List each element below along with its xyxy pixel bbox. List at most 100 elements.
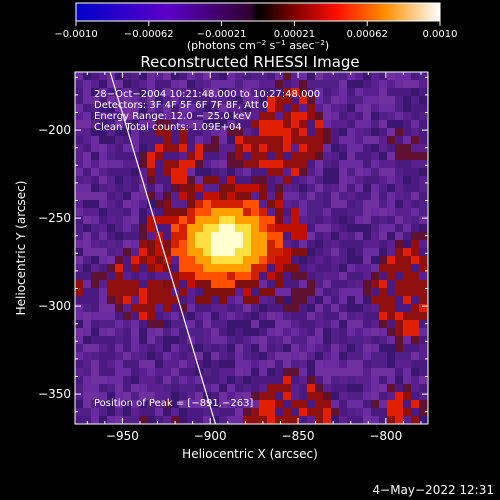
intensity-pixel bbox=[379, 376, 387, 384]
colorbar-ticks: −0.0010 −0.00062 −0.00021 0.00021 0.00062 0.0… bbox=[54, 21, 458, 40]
intensity-pixel bbox=[355, 192, 363, 200]
intensity-pixel bbox=[395, 256, 403, 264]
intensity-pixel bbox=[275, 304, 283, 312]
intensity-pixel bbox=[371, 216, 379, 224]
intensity-pixel bbox=[227, 368, 235, 376]
intensity-pixel bbox=[411, 120, 419, 128]
intensity-pixel bbox=[163, 392, 171, 400]
intensity-pixel bbox=[115, 376, 123, 384]
intensity-pixel bbox=[219, 96, 227, 104]
intensity-pixel bbox=[219, 208, 227, 216]
intensity-pixel bbox=[291, 384, 299, 392]
intensity-pixel bbox=[131, 248, 139, 256]
intensity-pixel bbox=[83, 160, 91, 168]
intensity-pixel bbox=[163, 240, 171, 248]
intensity-pixel bbox=[355, 256, 363, 264]
intensity-pixel bbox=[131, 192, 139, 200]
intensity-pixel bbox=[347, 176, 355, 184]
intensity-pixel bbox=[155, 352, 163, 360]
intensity-pixel bbox=[411, 280, 419, 288]
intensity-pixel bbox=[155, 168, 163, 176]
intensity-pixel bbox=[203, 80, 211, 88]
intensity-pixel bbox=[339, 88, 347, 96]
intensity-pixel bbox=[267, 248, 275, 256]
intensity-pixel bbox=[419, 160, 427, 168]
intensity-pixel bbox=[75, 152, 83, 160]
intensity-pixel bbox=[307, 352, 315, 360]
intensity-pixel bbox=[139, 152, 147, 160]
intensity-pixel bbox=[115, 144, 123, 152]
intensity-pixel bbox=[195, 96, 203, 104]
intensity-pixel bbox=[243, 232, 251, 240]
y-tick-label: −250 bbox=[38, 211, 71, 225]
intensity-pixel bbox=[211, 72, 219, 80]
intensity-pixel bbox=[163, 96, 171, 104]
image-area bbox=[75, 72, 428, 424]
intensity-pixel bbox=[251, 264, 259, 272]
intensity-pixel bbox=[267, 240, 275, 248]
intensity-pixel bbox=[99, 112, 107, 120]
intensity-pixel bbox=[179, 320, 187, 328]
intensity-pixel bbox=[243, 200, 251, 208]
intensity-pixel bbox=[171, 384, 179, 392]
intensity-pixel bbox=[107, 368, 115, 376]
intensity-pixel bbox=[123, 72, 131, 80]
intensity-pixel bbox=[243, 360, 251, 368]
intensity-pixel bbox=[195, 224, 203, 232]
intensity-pixel bbox=[243, 144, 251, 152]
intensity-pixel bbox=[195, 80, 203, 88]
intensity-pixel bbox=[171, 152, 179, 160]
intensity-pixel bbox=[251, 256, 259, 264]
intensity-pixel bbox=[283, 96, 291, 104]
intensity-pixel bbox=[371, 264, 379, 272]
intensity-pixel bbox=[131, 312, 139, 320]
intensity-pixel bbox=[259, 104, 267, 112]
intensity-pixel bbox=[275, 88, 283, 96]
intensity-pixel bbox=[395, 400, 403, 408]
intensity-pixel bbox=[131, 376, 139, 384]
intensity-pixel bbox=[147, 400, 155, 408]
intensity-pixel bbox=[323, 264, 331, 272]
intensity-pixel bbox=[331, 216, 339, 224]
intensity-pixel bbox=[371, 88, 379, 96]
annotation-time: 28−Oct−2004 10:21:48.000 to 10:27:48.000 bbox=[94, 89, 320, 100]
intensity-pixel bbox=[123, 144, 131, 152]
intensity-pixel bbox=[379, 168, 387, 176]
intensity-pixel bbox=[139, 272, 147, 280]
intensity-pixel bbox=[211, 240, 219, 248]
intensity-pixel bbox=[363, 360, 371, 368]
intensity-pixel bbox=[331, 312, 339, 320]
intensity-pixel bbox=[379, 224, 387, 232]
intensity-pixel bbox=[379, 384, 387, 392]
intensity-pixel bbox=[315, 144, 323, 152]
intensity-pixel bbox=[363, 400, 371, 408]
intensity-pixel bbox=[155, 184, 163, 192]
intensity-pixel bbox=[379, 144, 387, 152]
intensity-pixel bbox=[243, 296, 251, 304]
intensity-pixel bbox=[171, 248, 179, 256]
intensity-pixel bbox=[75, 408, 83, 416]
intensity-pixel bbox=[395, 344, 403, 352]
intensity-pixel bbox=[219, 224, 227, 232]
intensity-pixel bbox=[331, 160, 339, 168]
intensity-pixel bbox=[203, 400, 211, 408]
intensity-pixel bbox=[219, 128, 227, 136]
intensity-pixel bbox=[259, 136, 267, 144]
intensity-pixel bbox=[259, 256, 267, 264]
intensity-pixel bbox=[323, 408, 331, 416]
intensity-pixel bbox=[419, 328, 427, 336]
intensity-pixel bbox=[275, 192, 283, 200]
intensity-pixel bbox=[123, 168, 131, 176]
intensity-pixel bbox=[411, 352, 419, 360]
intensity-pixel bbox=[395, 120, 403, 128]
intensity-pixel bbox=[187, 312, 195, 320]
intensity-pixel bbox=[235, 336, 243, 344]
intensity-pixel bbox=[251, 408, 259, 416]
intensity-pixel bbox=[139, 296, 147, 304]
intensity-pixel bbox=[259, 280, 267, 288]
intensity-pixel bbox=[267, 360, 275, 368]
intensity-pixel bbox=[275, 112, 283, 120]
intensity-pixel bbox=[267, 272, 275, 280]
intensity-pixel bbox=[339, 400, 347, 408]
intensity-pixel bbox=[219, 200, 227, 208]
